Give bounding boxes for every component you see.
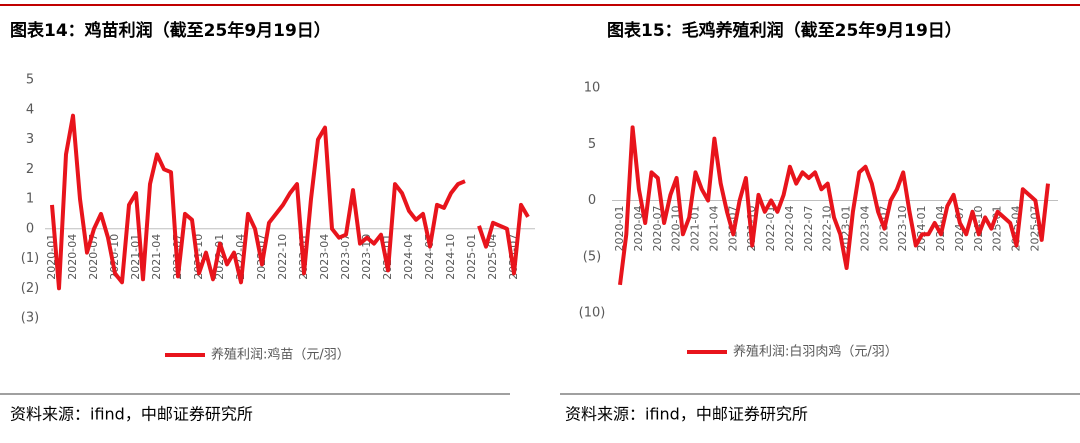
x-tick-label: 2024-07: [953, 206, 966, 252]
x-tick-label: 2021-01: [689, 206, 702, 252]
x-tick-label: 2020-04: [66, 234, 79, 280]
chart-title: 图表14：鸡苗利润（截至25年9月19日）: [10, 20, 331, 41]
source: 资料来源：ifind，中邮证券研究所: [565, 405, 808, 424]
x-tick-label: 2024-10: [444, 234, 457, 280]
x-tick-label: 2025-01: [465, 234, 478, 280]
y-tick-label: (3): [21, 311, 39, 326]
x-tick-label: 2022-04: [783, 206, 796, 252]
y-tick-label: (2): [21, 281, 39, 296]
series-line: [618, 125, 1050, 286]
source: 资料来源：ifind，中邮证券研究所: [10, 405, 253, 424]
y-tick-label: 5: [588, 137, 596, 152]
y-tick-label: 0: [588, 193, 596, 208]
y-tick-label: 1: [26, 192, 34, 207]
x-tick-label: 2020-04: [632, 206, 645, 252]
x-tick-label: 2025-04: [486, 234, 499, 280]
x-tick-label: 2023-07: [339, 234, 352, 280]
x-tick-label: 2022-01: [764, 206, 777, 252]
y-tick-label: (10): [579, 306, 606, 321]
y-tick-label: (1): [21, 251, 39, 266]
y-tick-label: (5): [583, 249, 601, 264]
y-tick-label: 2: [26, 162, 34, 177]
legend-label: 养殖利润:白羽肉鸡（元/羽）: [733, 344, 898, 360]
x-tick-label: 2020-01: [613, 206, 626, 252]
legend-label: 养殖利润:鸡苗（元/羽）: [211, 347, 350, 363]
x-tick-label: 2020-07: [651, 206, 664, 252]
x-tick-label: 2021-04: [707, 206, 720, 252]
x-tick-label: 2023-04: [318, 234, 331, 280]
y-tick-label: 4: [26, 102, 34, 117]
x-tick-label: 2022-10: [821, 206, 834, 252]
x-tick-label: 2022-07: [802, 206, 815, 252]
x-tick-label: 2023-04: [858, 206, 871, 252]
y-tick-label: 5: [26, 73, 34, 88]
x-tick-label: 2022-10: [276, 234, 289, 280]
x-tick-label: 2021-04: [150, 234, 163, 280]
x-tick-label: 2023-10: [896, 206, 909, 252]
x-tick-label: 2023-10: [360, 234, 373, 280]
y-tick-label: 10: [584, 81, 601, 96]
x-tick-label: 2024-07: [423, 234, 436, 280]
y-tick-label: 3: [26, 132, 34, 147]
series-line: [50, 113, 530, 291]
y-tick-label: 0: [26, 221, 34, 236]
chart-title: 图表15：毛鸡养殖利润（截至25年9月19日）: [607, 20, 962, 41]
x-tick-label: 2024-04: [402, 234, 415, 280]
